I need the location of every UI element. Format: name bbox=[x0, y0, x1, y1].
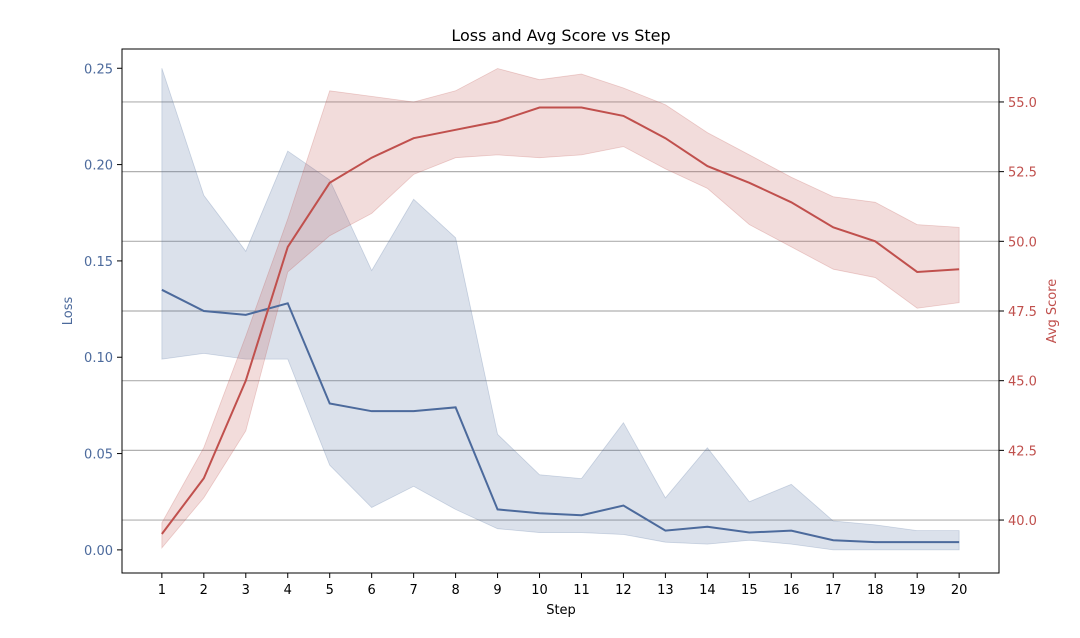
y-right-tick-label: 40.0 bbox=[1008, 514, 1037, 529]
x-tick-label: 18 bbox=[867, 583, 884, 598]
x-tick-label: 5 bbox=[326, 583, 334, 598]
y-right-tick-label: 42.5 bbox=[1008, 444, 1037, 459]
y-left-tick-label: 0.00 bbox=[84, 544, 113, 559]
x-tick-label: 11 bbox=[573, 583, 590, 598]
x-axis-label: Step bbox=[546, 603, 576, 618]
loss-confidence-band bbox=[161, 68, 960, 551]
y-left-axis-ticks: 0.00 0.05 0.10 0.15 0.20 0.25 bbox=[84, 62, 122, 559]
x-axis-ticks: 1 2 3 4 5 6 7 8 9 10 11 12 13 14 15 16 17 18 19 20 bbox=[158, 573, 968, 598]
avg-score-line bbox=[161, 106, 960, 535]
loss-line bbox=[161, 288, 960, 544]
y-right-tick-label: 45.0 bbox=[1008, 375, 1037, 390]
x-tick-label: 8 bbox=[451, 583, 459, 598]
x-tick-label: 2 bbox=[200, 583, 208, 598]
y-right-axis-ticks: 40.0 42.5 45.0 47.5 50.0 52.5 55.0 bbox=[999, 96, 1037, 529]
y-left-tick-label: 0.25 bbox=[84, 62, 113, 77]
y-left-tick-label: 0.05 bbox=[84, 448, 113, 463]
x-tick-label: 1 bbox=[158, 583, 166, 598]
x-tick-label: 9 bbox=[493, 583, 501, 598]
x-tick-label: 4 bbox=[284, 583, 292, 598]
x-tick-label: 13 bbox=[657, 583, 674, 598]
x-tick-label: 15 bbox=[741, 583, 758, 598]
chart-title: Loss and Avg Score vs Step bbox=[451, 26, 670, 45]
x-tick-label: 14 bbox=[699, 583, 716, 598]
y-right-tick-label: 55.0 bbox=[1008, 96, 1037, 111]
y-left-tick-label: 0.20 bbox=[84, 159, 113, 174]
series-lines bbox=[161, 106, 960, 544]
y-left-axis-label: Loss bbox=[61, 297, 76, 326]
x-tick-label: 16 bbox=[783, 583, 800, 598]
y-right-tick-label: 47.5 bbox=[1008, 305, 1037, 320]
x-tick-label: 10 bbox=[531, 583, 548, 598]
x-tick-label: 3 bbox=[242, 583, 250, 598]
x-tick-label: 20 bbox=[951, 583, 968, 598]
x-tick-label: 17 bbox=[825, 583, 842, 598]
y-right-axis-label: Avg Score bbox=[1045, 279, 1060, 344]
y-right-tick-label: 52.5 bbox=[1008, 166, 1037, 181]
x-tick-label: 6 bbox=[368, 583, 376, 598]
y-right-tick-label: 50.0 bbox=[1008, 235, 1037, 250]
x-tick-label: 7 bbox=[409, 583, 417, 598]
x-tick-label: 12 bbox=[615, 583, 632, 598]
y-left-tick-label: 0.15 bbox=[84, 255, 113, 270]
x-tick-label: 19 bbox=[909, 583, 926, 598]
y-left-tick-label: 0.10 bbox=[84, 351, 113, 366]
